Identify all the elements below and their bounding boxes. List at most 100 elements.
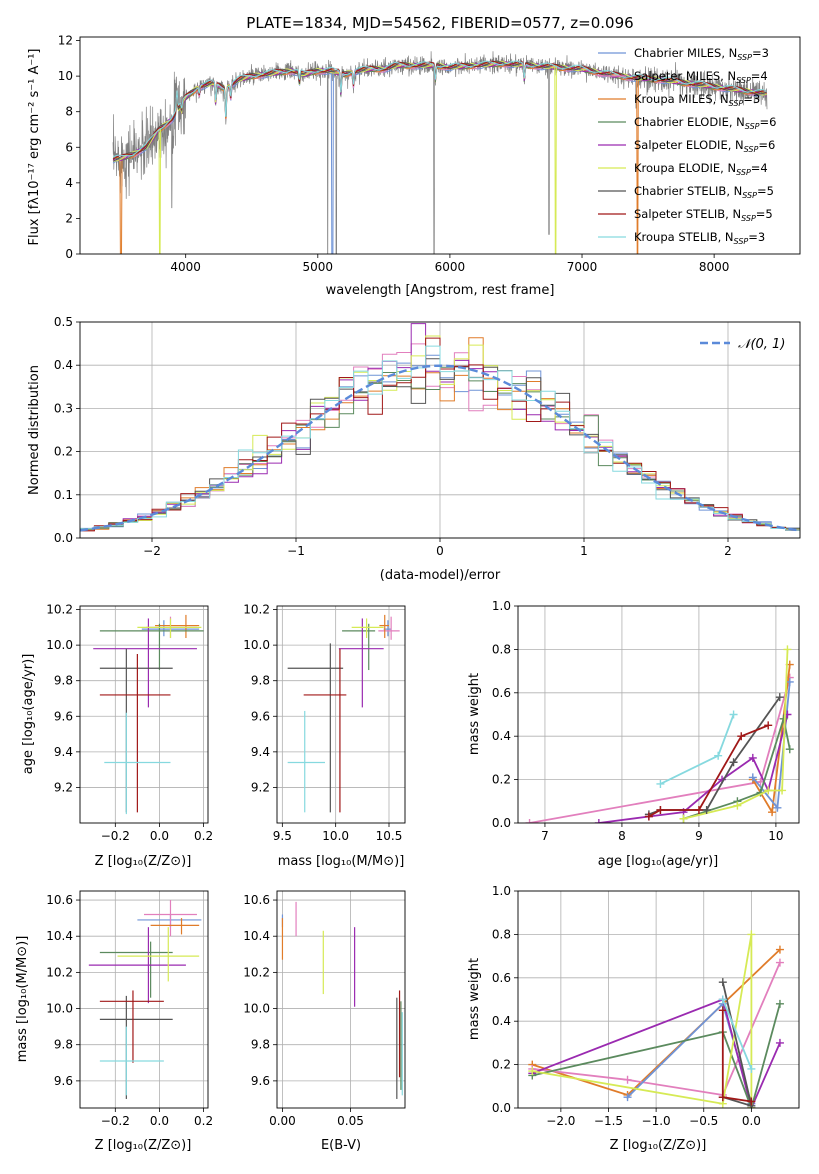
z_weight-ticks: −2.0 −1.5 −1.0 −0.5 0.0 0.0 0.2 0.4 0.6 0.8 1.0 [492,884,761,1128]
residuals-panel: −2 −1 0 1 2 0.0 0.1 0.2 0.3 0.4 0.5 𝒩(0, 1) (data-m… [27,315,801,583]
residuals-ytick-label: 0.3 [54,401,73,415]
z_mass-ytick-label: 10.2 [46,965,73,979]
age_weight-marker-chabrier_stelib [775,693,784,702]
ebv_mass-grid [277,891,405,1108]
legend-label-salpeter_stelib: Salpeter STELIB, NSSP=5 [634,207,773,223]
age_weight-ytick-label: 0.2 [492,773,511,787]
z_age-ytick-label: 9.4 [54,745,73,759]
age_weight-marker-salpeter_elodie [748,753,757,762]
age_weight-marker-salpeter_miles [525,819,534,823]
mass_age-ytick-label: 9.8 [251,674,270,688]
age_weight-xtick-label: 9 [695,829,703,843]
mass_age-ytick-label: 9.4 [251,745,270,759]
ebv_mass-xtick-label: 0.00 [269,1114,296,1128]
z_age-frame [79,605,209,824]
legend-label-chabrier_stelib: Chabrier STELIB, NSSP=5 [634,184,774,200]
age_weight-xtick-label: 7 [541,829,549,843]
z_mass-ytick-label: 9.8 [54,1038,73,1052]
legend-label-salpeter_miles: Salpeter MILES, NSSP=4 [634,69,768,85]
spectrum-model-kroupa_stelib [112,60,767,158]
ebv_mass-ticks: 0.00 0.05 9.6 9.8 10.0 10.2 10.4 10.6 [243,893,364,1128]
ebv_mass-xtick-label: 0.05 [337,1114,364,1128]
residuals-xtick-label: 0 [436,544,444,558]
legend-label-salpeter_elodie: Salpeter ELODIE, NSSP=6 [634,138,775,154]
spectrum-xlabel: wavelength [Angstrom, rest frame] [326,283,555,298]
age_weight-xtick-label: 8 [618,829,626,843]
z_weight-marks [528,930,784,1108]
z_mass-ticks: −0.2 0.0 0.2 9.6 9.8 10.0 10.2 10.4 10.6 [46,893,213,1128]
z-age-xlabel: Z [log₁₀(Z/Z⊙)] [95,854,192,869]
legend-label-kroupa_elodie: Kroupa ELODIE, NSSP=4 [634,161,768,177]
z_mass-ytick-label: 9.6 [54,1074,73,1088]
mass_age-frame [276,605,406,824]
legend-label-chabrier_miles: Chabrier MILES, NSSP=3 [634,46,769,62]
z_age-ytick-label: 9.2 [54,780,73,794]
z-mass-panel: −0.2 0.0 0.2 9.6 9.8 10.0 10.2 10.4 10.6 Z [log₁… [15,890,213,1153]
z_mass-xtick-label: −0.2 [101,1114,130,1128]
ebv-mass-xlabel: E(B-V) [321,1138,361,1153]
z_mass-grid [80,891,208,1108]
ebv_mass-ytick-label: 9.6 [251,1074,270,1088]
z_weight-marker-salpeter_elodie [775,1038,784,1047]
residuals-xtick-label: 1 [580,544,588,558]
z_age-marks [93,614,204,815]
spectrum-title: PLATE=1834, MJD=54562, FIBERID=0577, z=0… [246,14,633,32]
age_weight-marker-kroupa_stelib [656,779,665,788]
age_weight-marker-kroupa_elodie [733,801,742,810]
z_weight-marker-salpeter_miles [775,958,784,967]
z_weight-marker-salpeter_stelib [718,1093,727,1102]
gaussian-curve [80,364,800,532]
spectrum-frame [79,36,801,255]
residuals-ylabel: Normed distribution [27,365,42,495]
spectrum-ylabel: Flux [fλ10⁻¹⁷ erg cm⁻² s⁻¹ A⁻¹] [27,49,42,246]
z_mass-ytick-label: 10.4 [46,929,73,943]
spectrum-model-chabrier_stelib [112,60,767,162]
age_weight-marker-chabrier_elodie [785,745,794,754]
z_weight-line-kroupa_elodie [532,934,753,1108]
z-mass-plot-area: −0.2 0.0 0.2 9.6 9.8 10.0 10.2 10.4 10.6 [46,890,213,1128]
z_weight-marker-salpeter_stelib [718,1006,727,1015]
z-weight-plot-area: −2.0 −1.5 −1.0 −0.5 0.0 0.0 0.2 0.4 0.6 0.8 1.0 [492,884,800,1128]
age_weight-marker-chabrier_miles [773,803,782,812]
z-weight-xlabel: Z [log₁₀(Z/Z⊙)] [610,1138,707,1153]
z_weight-xtick-label: −1.5 [594,1114,623,1128]
z-weight-ylabel: mass weight [467,958,482,1040]
mass_age-xtick-label: 9.5 [273,829,292,843]
z_weight-marker-kroupa_stelib [747,1064,756,1073]
z_weight-line-salpeter_elodie [531,998,781,1108]
z_weight-marker-kroupa_elodie [747,930,756,939]
spectrum-model-kroupa_miles [112,62,767,254]
residuals-xtick-label: −1 [287,544,305,558]
ebv_mass-ytick-label: 10.0 [243,1002,270,1016]
age_weight-marks [525,645,794,823]
mass_age-ytick-label: 9.6 [251,709,270,723]
residuals-ytick-label: 0.0 [54,531,73,545]
mass-age-plot-area: 9.5 10.0 10.5 9.2 9.4 9.6 9.8 10.0 10.2 [243,603,406,843]
z_weight-marker-chabrier_miles [623,1093,632,1102]
age_weight-marker-salpeter_stelib [644,812,653,821]
residuals-ytick-label: 0.5 [54,315,73,329]
ebv_mass-marks [281,901,403,1099]
z_weight-marker-salpeter_stelib [747,1097,756,1106]
age-weight-xlabel: age [log₁₀(age/yr)] [598,854,719,869]
age_weight-marker-kroupa_stelib [714,751,723,760]
z_weight-ytick-label: 0.8 [492,927,511,941]
spectrum-xtick-label: 8000 [699,260,730,274]
z_mass-marks [88,900,202,1099]
spectrum-panel: PLATE=1834, MJD=54562, FIBERID=0577, z=0… [27,14,801,298]
mass-age-panel: 9.5 10.0 10.5 9.2 9.4 9.6 9.8 10.0 10.2 mass [lo… [243,603,406,869]
residuals-frame [79,321,801,539]
residuals-legend: 𝒩(0, 1) [700,337,785,352]
residuals-marks [80,323,800,533]
residuals-ticks: −2 −1 0 1 2 0.0 0.1 0.2 0.3 0.4 0.5 [54,315,732,558]
residuals-ytick-label: 0.4 [54,358,73,372]
age_weight-marker-chabrier_stelib [729,758,738,767]
mass_age-xtick-label: 10.5 [376,829,403,843]
age-weight-ylabel: mass weight [467,673,482,755]
age_weight-ytick-label: 0.4 [492,729,511,743]
age-weight-panel: 7 8 9 10 0.0 0.2 0.4 0.6 0.8 1.0 age [log₁₀(age/y… [467,599,800,869]
z_weight-ytick-label: 1.0 [492,884,511,898]
ebv_mass-ytick-label: 10.6 [243,893,270,907]
